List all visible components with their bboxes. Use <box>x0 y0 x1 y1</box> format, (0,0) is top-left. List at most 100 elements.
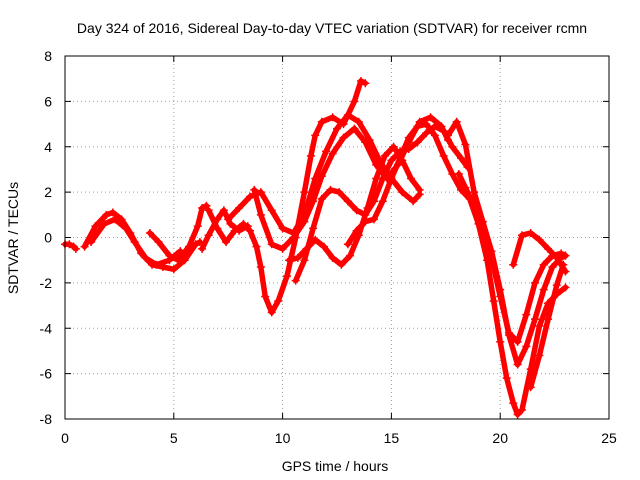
data-point <box>487 253 496 262</box>
data-point <box>91 222 100 231</box>
data-point <box>252 242 261 251</box>
data-point <box>339 133 348 142</box>
data-point <box>267 206 276 215</box>
data-point <box>71 244 80 253</box>
data-point <box>300 188 309 197</box>
data-point <box>317 194 326 203</box>
data-point <box>239 219 248 228</box>
data-point <box>317 172 326 181</box>
data-point <box>250 185 259 194</box>
data-point <box>361 79 370 88</box>
y-tick-label: 8 <box>44 48 52 64</box>
data-point <box>496 337 505 346</box>
data-point <box>333 124 341 133</box>
data-point <box>457 154 466 163</box>
data-point <box>245 226 254 235</box>
data-point <box>346 251 355 260</box>
data-point <box>256 210 265 219</box>
data-point <box>387 174 396 183</box>
data-point <box>311 174 320 183</box>
data-point <box>198 244 207 253</box>
data-point <box>535 351 544 360</box>
data-point <box>224 215 233 224</box>
data-point <box>306 151 315 160</box>
data-point <box>100 219 109 228</box>
data-point <box>337 260 346 269</box>
data-point <box>352 206 361 215</box>
x-axis-label: GPS time / hours <box>282 458 389 474</box>
data-point <box>222 238 231 247</box>
chart-title: Day 324 of 2016, Sidereal Day-to-day VTE… <box>77 20 587 36</box>
data-point <box>478 222 487 231</box>
data-point <box>489 297 498 306</box>
data-point <box>544 244 553 253</box>
y-tick-label: -4 <box>40 320 53 336</box>
data-point <box>361 217 370 226</box>
data-point <box>557 249 566 258</box>
data-point <box>309 197 318 206</box>
data-point <box>111 215 120 224</box>
data-point <box>121 224 130 233</box>
data-point <box>559 260 568 269</box>
data-point <box>256 262 265 271</box>
data-point <box>289 233 298 242</box>
data-point <box>461 140 470 149</box>
data-point <box>513 360 522 369</box>
data-point <box>561 283 570 292</box>
y-tick-label: -2 <box>40 275 53 291</box>
data-point <box>322 147 331 156</box>
data-point <box>526 228 535 237</box>
data-point <box>152 260 161 269</box>
y-tick-label: 2 <box>44 184 52 200</box>
data-point <box>328 113 337 122</box>
data-point <box>470 201 479 210</box>
data-point <box>193 222 202 231</box>
data-point <box>261 292 270 301</box>
data-point <box>235 204 244 213</box>
data-point <box>439 126 448 135</box>
x-tick-label: 0 <box>61 430 69 446</box>
data-point <box>317 117 326 126</box>
data-point <box>350 97 359 106</box>
data-point <box>426 113 435 122</box>
data-point <box>343 197 352 206</box>
data-point <box>539 285 548 294</box>
y-tick-labels: -8 -6 -4 -2 0 2 4 6 8 <box>40 48 53 427</box>
data-point <box>198 204 207 213</box>
data-point <box>380 151 389 160</box>
data-point <box>130 238 139 247</box>
data-point <box>319 242 328 251</box>
data-point <box>561 251 570 260</box>
data-point <box>165 251 174 260</box>
data-point <box>267 308 276 317</box>
data-point <box>443 131 452 140</box>
data-point <box>300 256 309 265</box>
data-point <box>509 260 518 269</box>
data-point <box>274 297 283 306</box>
data-point <box>531 315 540 324</box>
data-point <box>396 154 405 163</box>
data-point <box>267 240 276 249</box>
data-point <box>535 321 544 330</box>
data-point <box>454 169 463 178</box>
data-point <box>204 206 213 215</box>
data-point <box>369 215 378 224</box>
data-point <box>496 292 505 301</box>
x-tick-labels: 0 5 10 15 20 25 <box>61 430 617 446</box>
data-point <box>509 399 518 408</box>
data-point <box>398 188 407 197</box>
data-point <box>552 281 561 290</box>
data-point <box>522 342 531 351</box>
data-point <box>430 131 439 140</box>
data-point <box>361 210 370 219</box>
data-point <box>361 138 370 147</box>
data-point <box>282 272 291 281</box>
data-point <box>470 188 479 197</box>
x-tick-label: 15 <box>384 430 400 446</box>
data-point <box>522 310 531 319</box>
data-point <box>415 185 424 194</box>
data-point <box>378 197 387 206</box>
data-point <box>230 226 239 235</box>
data-point <box>517 231 526 240</box>
